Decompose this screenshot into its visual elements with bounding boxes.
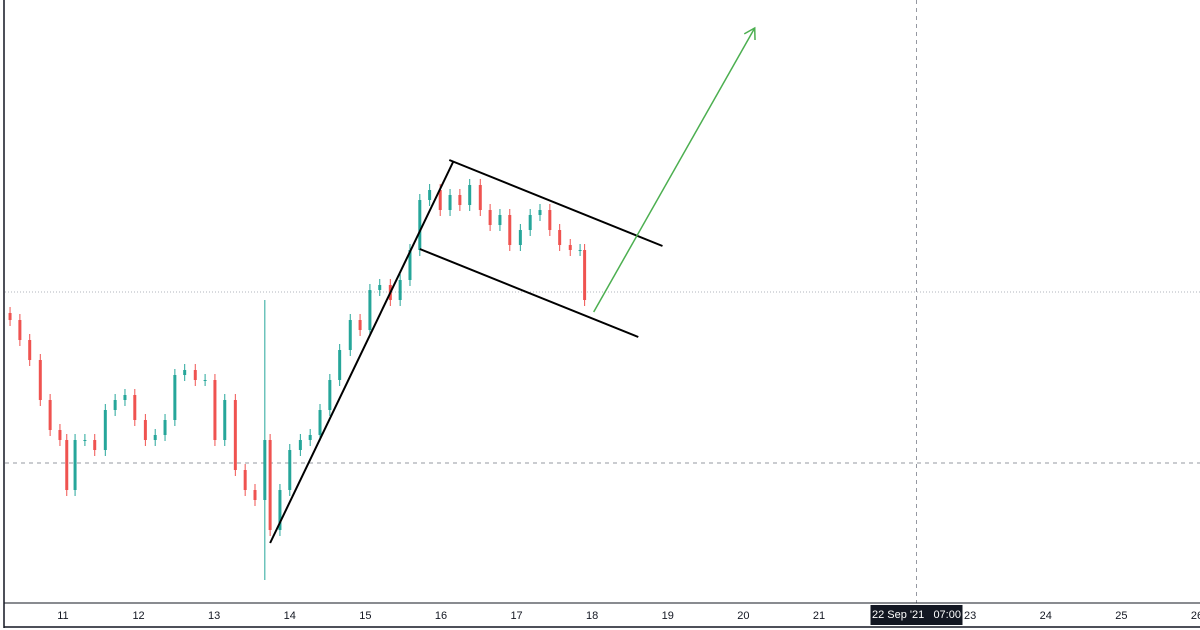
candle-body (298, 440, 302, 450)
candle-body (133, 395, 137, 420)
x-tick-label: 11 (57, 610, 68, 622)
candle-body (73, 440, 77, 490)
candle-body (268, 440, 272, 530)
candle-body (528, 215, 532, 230)
x-tick-label: 25 (1115, 610, 1127, 622)
candle-body (28, 340, 32, 360)
candle-body (233, 400, 237, 470)
candle-body (558, 230, 562, 245)
trend-line (269, 161, 454, 544)
x-tick-label: 15 (359, 610, 371, 622)
candle-body (223, 400, 227, 440)
candle-body (328, 380, 332, 410)
candle-body (18, 320, 22, 340)
candle-body (538, 210, 542, 215)
arrow-head (743, 26, 756, 41)
candle-body (213, 380, 217, 440)
trend-line (419, 248, 639, 338)
arrow-line (593, 27, 756, 313)
candle-body (338, 350, 342, 380)
candle-body (48, 400, 52, 430)
candle-body (278, 490, 282, 530)
candle-body (438, 190, 442, 210)
candle-body (418, 200, 422, 250)
candle-body (378, 285, 382, 290)
candle-body (263, 440, 267, 500)
candle-body (193, 370, 197, 380)
plot-area (5, 0, 1200, 603)
candle-body (8, 313, 12, 320)
candle-body (143, 420, 147, 440)
candle-body (308, 435, 312, 440)
candle-body (243, 470, 247, 490)
x-tick-label: 13 (208, 610, 220, 622)
candle-body (583, 250, 587, 300)
candle-body (163, 420, 167, 435)
candle-body (58, 430, 62, 440)
x-tick-label: 17 (510, 610, 522, 622)
candle-body (113, 400, 117, 410)
x-tick-label: 19 (662, 610, 674, 622)
candle-body (428, 190, 432, 200)
x-tick-label: 24 (1040, 610, 1052, 622)
candle-body (253, 490, 257, 500)
candle-body (288, 450, 292, 490)
candle-body (123, 395, 127, 400)
x-tick-label: 26 (1191, 610, 1200, 622)
x-tick-label: 18 (586, 610, 598, 622)
candle-body (448, 195, 452, 210)
time-axis: 11 12 13 14 15 16 17 18 19 20 21 23 24 25 26 22 Sep '21… (57, 605, 1200, 625)
candle-body (38, 360, 42, 400)
trend-line (448, 159, 663, 247)
candle-body (488, 210, 492, 225)
candle-body (548, 210, 552, 230)
candle-body (398, 280, 402, 300)
crosshair-label-box (870, 605, 963, 625)
candle-body (498, 215, 502, 225)
candle-body (348, 320, 352, 350)
candle-body (103, 410, 107, 450)
candle-body (458, 195, 462, 205)
candle-body (83, 440, 87, 441)
candle-body (508, 215, 512, 245)
candle-body (173, 375, 177, 420)
candle-body (153, 435, 157, 440)
candle-body (65, 440, 69, 490)
candle-body (318, 410, 322, 435)
candle-body (468, 185, 472, 205)
x-tick-label: 16 (435, 610, 447, 622)
candle-body (478, 185, 482, 210)
x-tick-label: 21 (813, 610, 825, 622)
candle-body (93, 440, 97, 450)
candle-body (358, 320, 362, 330)
x-tick-label: 20 (737, 610, 749, 622)
candle-body (203, 380, 207, 381)
crosshair-label: 22 Sep '21 07:00 (872, 609, 961, 621)
candle-body (183, 370, 187, 375)
candle-body (368, 290, 372, 330)
x-tick-label: 23 (964, 610, 976, 622)
candle-body (578, 250, 582, 251)
x-tick-label: 14 (284, 610, 296, 622)
x-tick-label: 12 (132, 610, 144, 622)
candle-body (518, 230, 522, 245)
candle-body (568, 245, 572, 250)
candle-body (408, 250, 412, 280)
